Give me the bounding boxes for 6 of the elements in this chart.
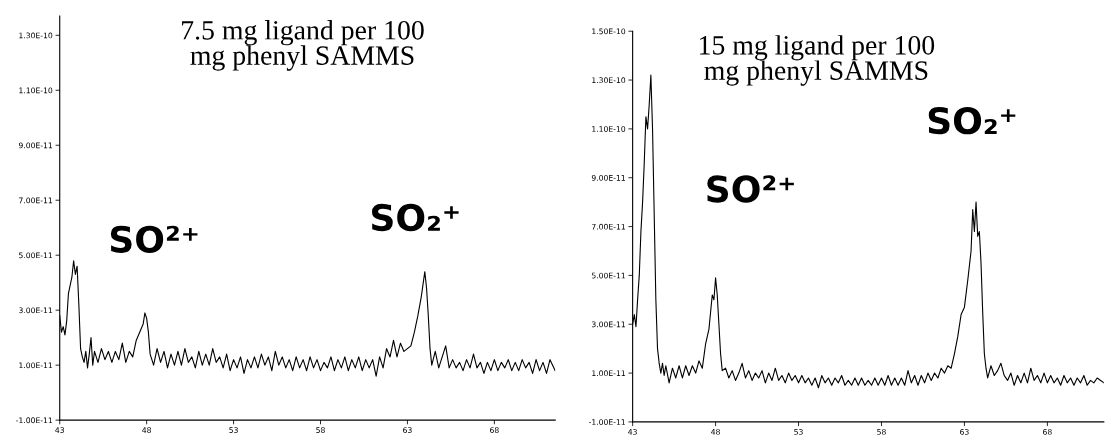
text: 15 mg ligand per 100 mg phenyl SAMMS bbox=[700, 35, 935, 86]
text: 7.5 mg ligand per 100 mg phenyl SAMMS bbox=[182, 20, 424, 71]
annotation: SO²⁺ bbox=[707, 175, 794, 203]
annotation: SO₂⁺ bbox=[371, 203, 459, 232]
annotation: SO₂⁺ bbox=[928, 106, 1016, 135]
annotation: SO²⁺ bbox=[110, 225, 198, 253]
